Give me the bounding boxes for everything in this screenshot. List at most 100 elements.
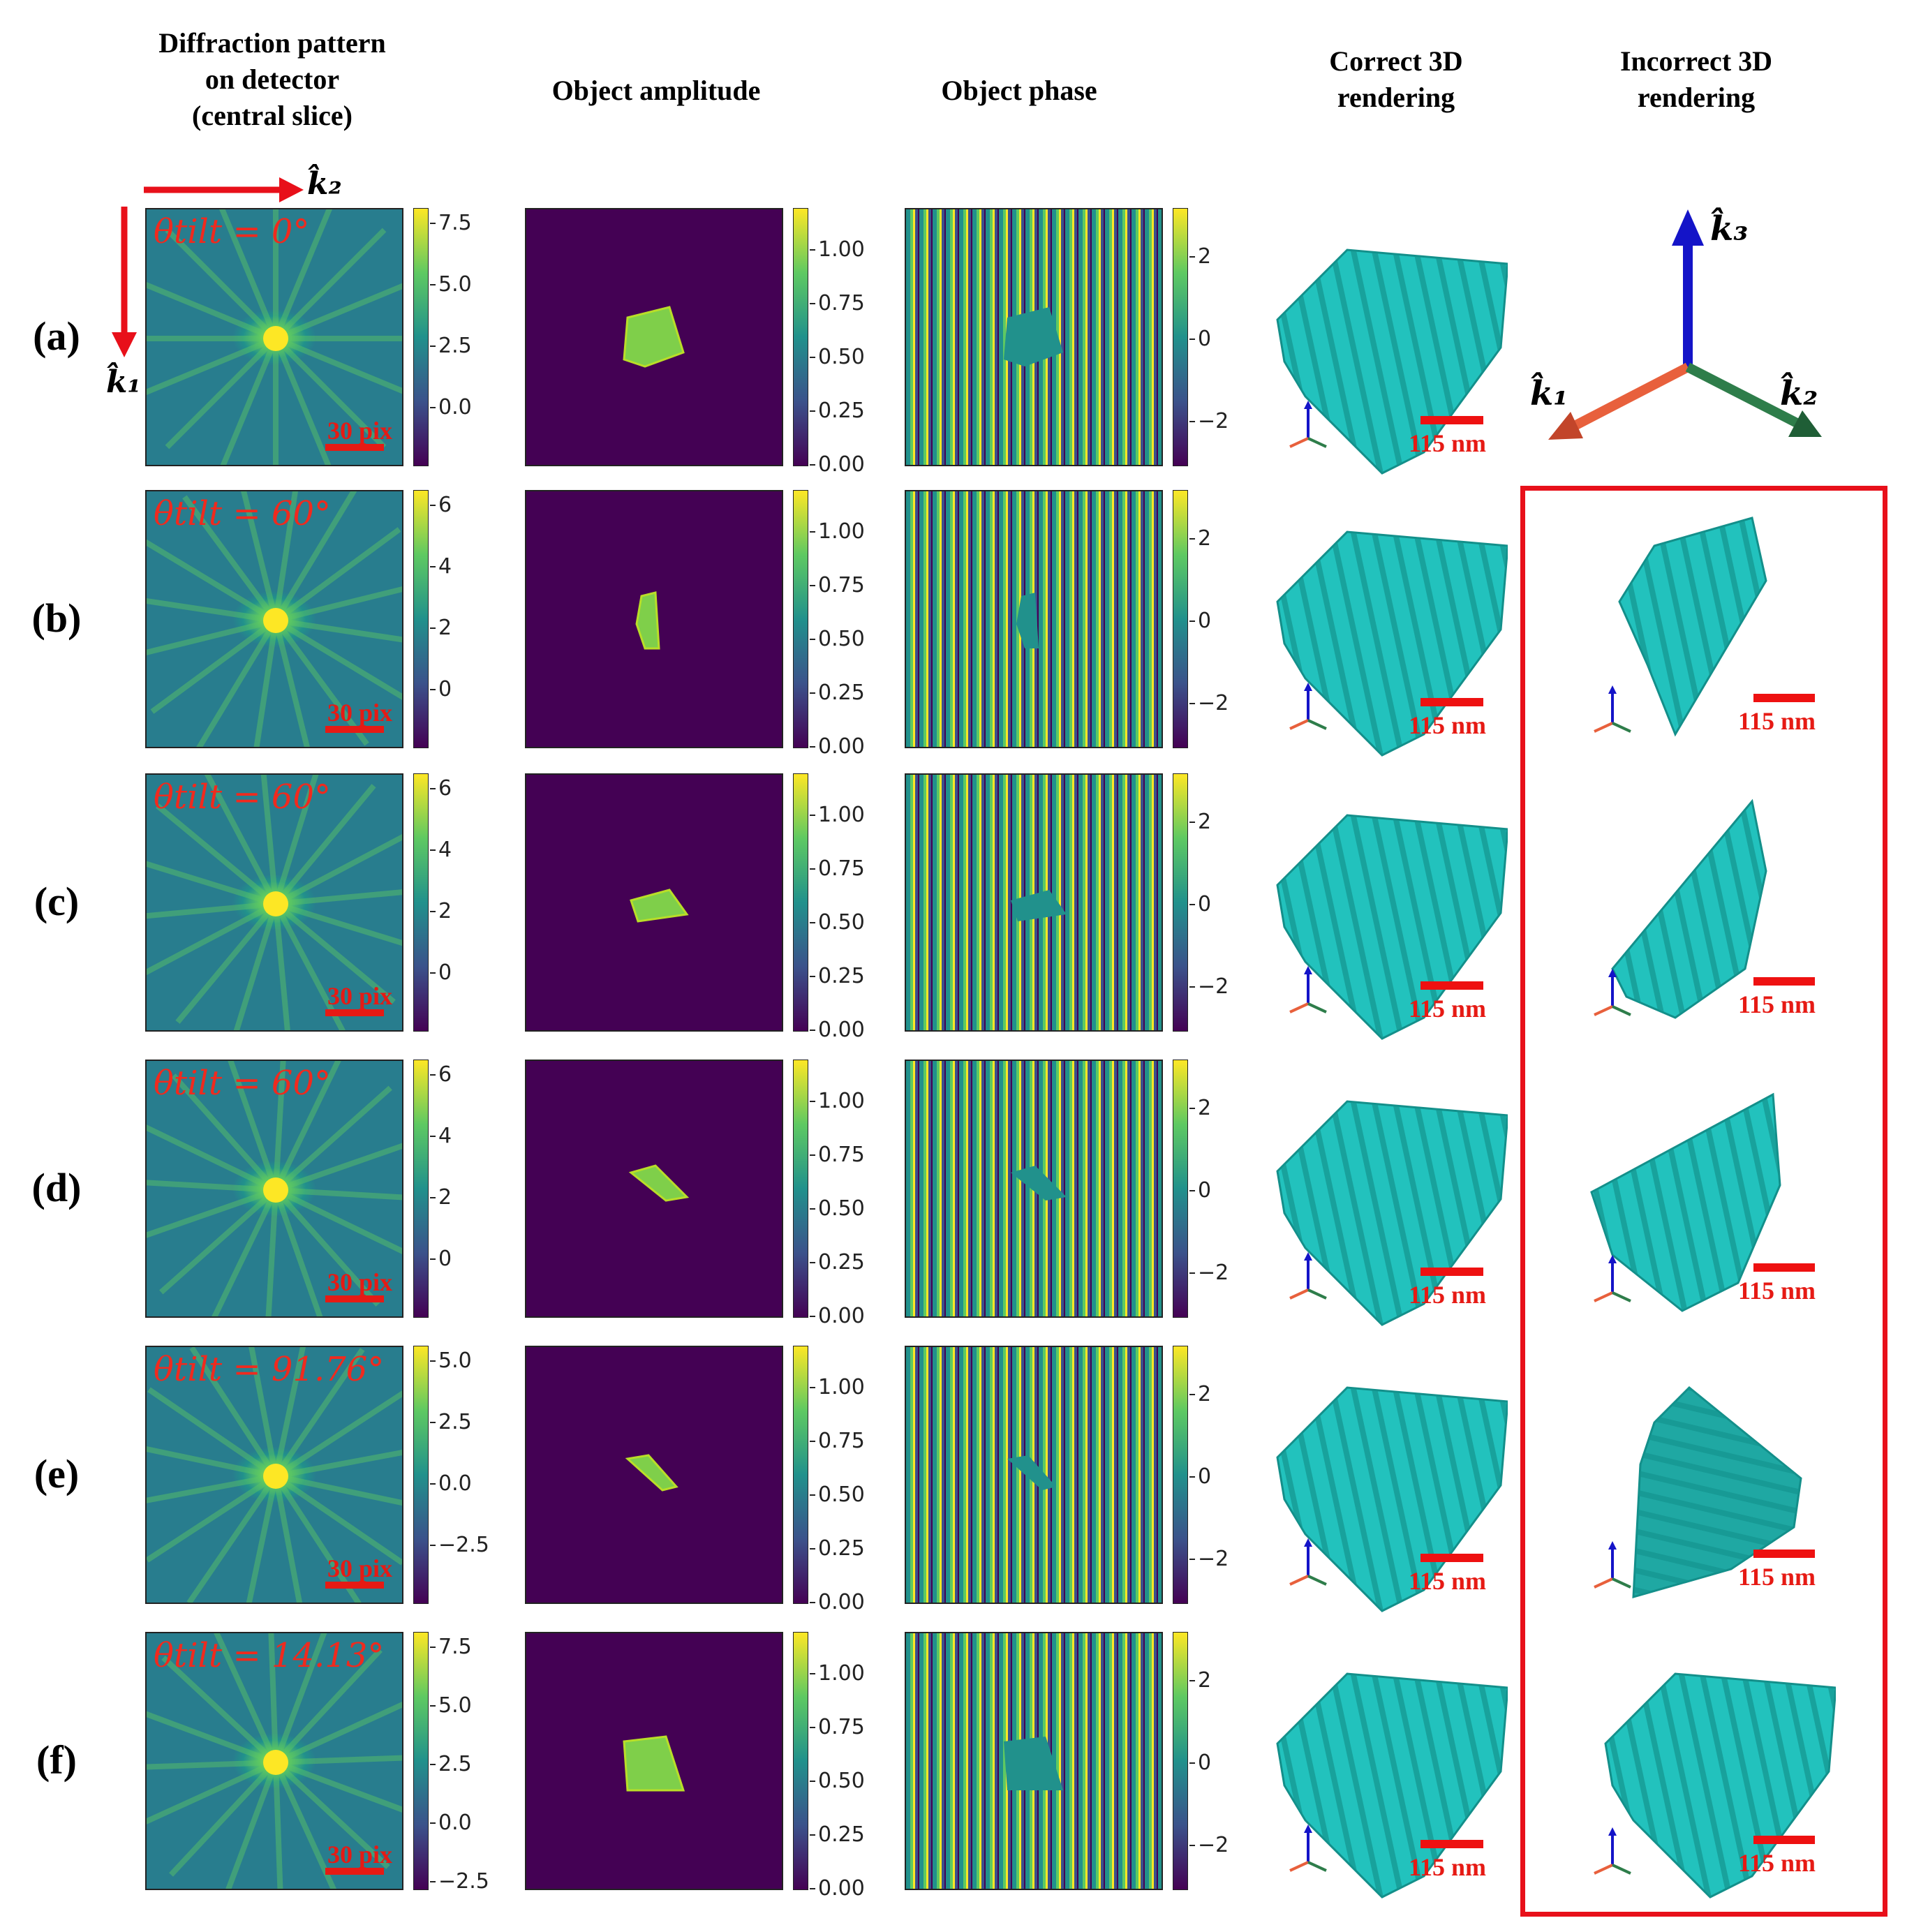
row-label: (c) [34, 879, 80, 924]
diffraction-pattern: θtilt = 14.13° 30 pix [145, 1632, 403, 1890]
phase-colorbar [1173, 1346, 1188, 1604]
colorbar-tick: 0 [1189, 1178, 1212, 1203]
colorbar-tick: 2 [429, 899, 452, 923]
mini-axis-triad [1594, 969, 1631, 1016]
pixel-scalebar [325, 1295, 384, 1302]
colorbar-tick: 2.5 [430, 1410, 472, 1434]
correct-crystal-2 [1276, 814, 1508, 1040]
colorbar-tick: 0.00 [810, 1304, 865, 1328]
diffraction-streaks [147, 1633, 402, 1889]
amplitude-particle [623, 1735, 685, 1792]
nm-scalebar [1753, 1550, 1815, 1558]
colorbar-tick: 2 [1189, 244, 1212, 269]
mini-axis-triad [1289, 966, 1327, 1013]
tilt-angle-label: θtilt = 60° [154, 778, 331, 817]
nm-scalebar [1753, 694, 1815, 702]
colorbar-tick: −2 [1189, 409, 1229, 433]
diffraction-streaks [147, 491, 402, 747]
nm-scalebar-label: 115 nm [1409, 995, 1487, 1023]
correct-3d-rendering: 115 nm [1242, 504, 1522, 769]
incorrect-crystal-3 [1590, 1092, 1781, 1312]
nm-scalebar [1420, 416, 1483, 424]
colorbar-tick: 0.00 [810, 1876, 865, 1901]
object-amplitude [525, 1060, 783, 1318]
row-label: (d) [31, 1165, 82, 1210]
diffraction-colorbar [413, 1632, 429, 1890]
amplitude-colorbar [793, 1346, 808, 1604]
nm-scalebar [1753, 1836, 1815, 1844]
colorbar-tick: 5.0 [430, 272, 472, 297]
amplitude-colorbar [793, 490, 808, 748]
colorbar-tick: 0.0 [430, 1811, 472, 1835]
phase-particle [1004, 307, 1063, 366]
colorbar-tick: 0.75 [810, 1429, 865, 1453]
diffraction-colorbar [413, 490, 429, 748]
phase-colorbar [1173, 1632, 1188, 1890]
colorbar-tick: 5.0 [430, 1348, 472, 1373]
axis-triad-k2-label: k̂₂ [1780, 374, 1818, 413]
pixel-scalebar-label: 30 pix [327, 1554, 392, 1582]
axis-triad-k3-label: k̂₃ [1710, 209, 1749, 248]
phase-particle [1004, 1737, 1063, 1790]
colorbar-tick: 2 [1189, 1382, 1212, 1406]
amplitude-particle [630, 889, 689, 923]
colorbar-tick: −2 [1189, 691, 1229, 715]
header-phase: Object phase [941, 75, 1097, 106]
colorbar-tick: 6 [429, 493, 452, 517]
row-label: (a) [33, 313, 80, 359]
object-phase [905, 208, 1163, 466]
phase-particle [1016, 593, 1039, 648]
colorbar-tick: 2 [1189, 1096, 1212, 1120]
correct-3d-rendering: 115 nm [1242, 1073, 1522, 1339]
phase-colorbar [1173, 1060, 1188, 1318]
colorbar-tick: 1.00 [810, 237, 865, 262]
colorbar-tick: 6 [429, 1062, 452, 1087]
colorbar-tick: 0.50 [810, 1483, 865, 1507]
object-amplitude [525, 773, 783, 1032]
amplitude-colorbar [793, 1060, 808, 1318]
axis-triad-k1-label: k̂₁ [1530, 374, 1568, 413]
header-diffraction-line3: (central slice) [192, 100, 353, 131]
colorbar-tick: 1.00 [810, 519, 865, 544]
nm-scalebar-label: 115 nm [1738, 1563, 1816, 1591]
object-amplitude [525, 490, 783, 748]
tilt-angle-label: θtilt = 14.13° [154, 1636, 385, 1675]
colorbar-tick: 0.75 [810, 1143, 865, 1167]
colorbar-tick: 0.25 [810, 1250, 865, 1275]
nm-scalebar [1420, 1268, 1483, 1276]
incorrect-highlight-frame [1520, 486, 1887, 1917]
object-phase [905, 1060, 1163, 1318]
detector-axes [112, 177, 304, 357]
colorbar-tick: 0 [429, 677, 452, 701]
incorrect-crystal-1 [1618, 517, 1767, 737]
diffraction-colorbar [413, 1060, 429, 1318]
pixel-scalebar-label: 30 pix [327, 699, 392, 727]
phase-colorbar [1173, 773, 1188, 1032]
pixel-scalebar [325, 726, 384, 733]
row-label: (e) [34, 1451, 80, 1496]
header-diffraction-line1: Diffraction pattern [158, 27, 386, 59]
pixel-scalebar [325, 1582, 384, 1589]
colorbar-tick: 5.0 [430, 1693, 472, 1718]
phase-particle [1011, 890, 1067, 921]
diffraction-pattern: θtilt = 60° 30 pix [145, 773, 403, 1032]
incorrect-3d-rendering: 115 nm [1571, 1073, 1850, 1339]
amplitude-particle [628, 1164, 690, 1202]
correct-crystal-4 [1276, 1386, 1508, 1612]
nm-scalebar [1420, 698, 1483, 706]
header-correct: Correct 3D rendering [1256, 43, 1536, 116]
pixel-scalebar [325, 444, 384, 451]
diffraction-colorbar [413, 1346, 429, 1604]
phase-particle [1011, 1166, 1067, 1201]
incorrect-crystal-5 [1604, 1672, 1836, 1898]
colorbar-tick: 0 [1189, 892, 1212, 916]
nm-scalebar-label: 115 nm [1738, 707, 1816, 735]
colorbar-tick: 2 [429, 616, 452, 640]
colorbar-tick: 2 [1189, 1668, 1212, 1693]
nm-scalebar [1753, 977, 1815, 986]
colorbar-tick: 0 [429, 1247, 452, 1271]
mini-axis-triad [1289, 683, 1327, 730]
diffraction-colorbar [413, 208, 429, 466]
colorbar-tick: 0.50 [810, 910, 865, 935]
pixel-scalebar-label: 30 pix [327, 417, 392, 445]
